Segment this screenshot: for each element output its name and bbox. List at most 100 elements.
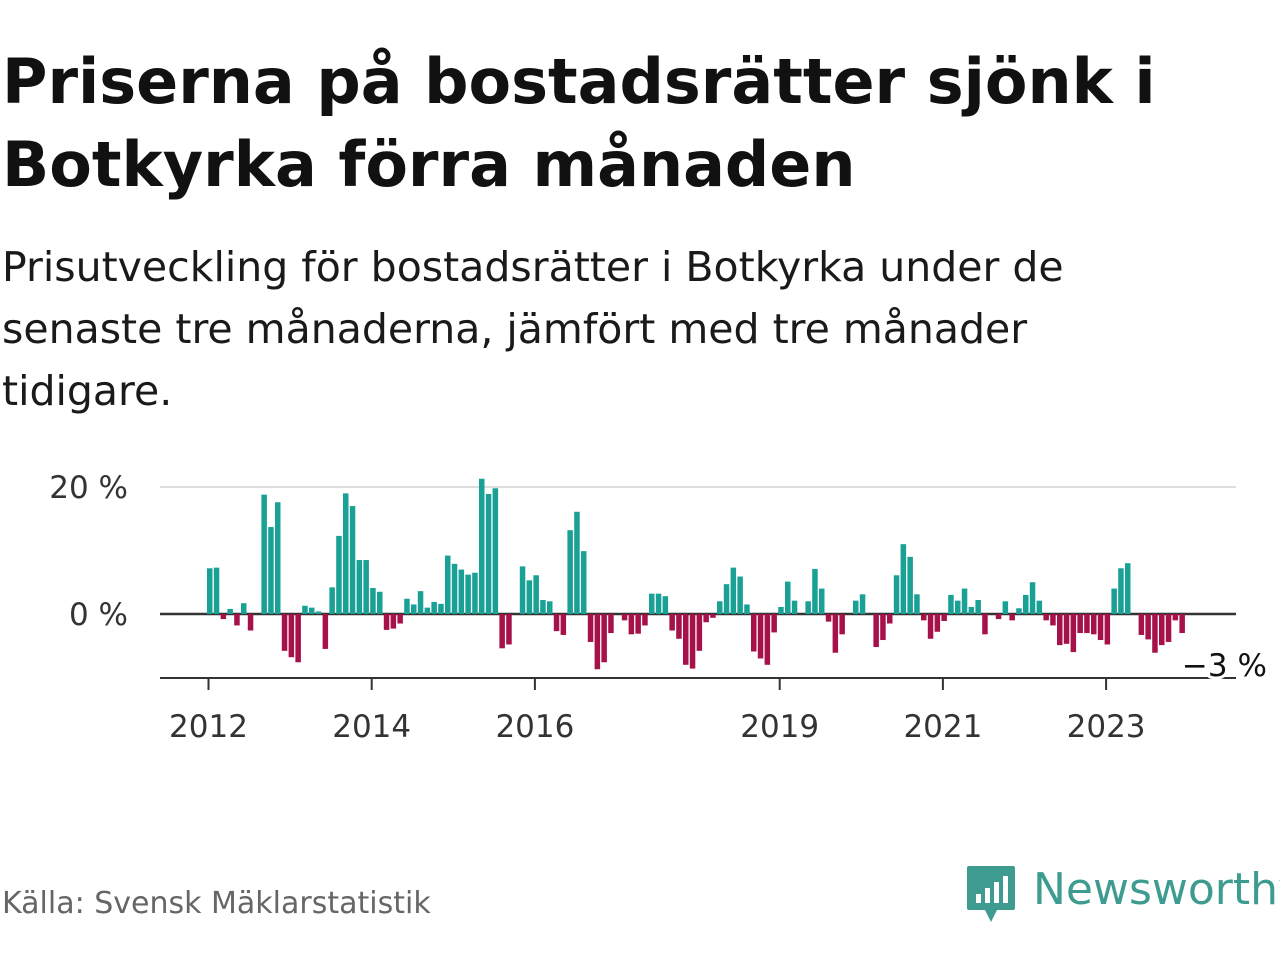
bar-positive xyxy=(1111,588,1117,614)
bar-negative xyxy=(281,614,288,651)
bar-positive xyxy=(1118,568,1124,614)
bar-negative xyxy=(1159,614,1165,646)
bar-positive xyxy=(315,611,322,614)
bar-positive xyxy=(778,607,784,614)
bar-positive xyxy=(417,591,424,614)
bar-positive xyxy=(914,594,920,614)
bar-positive xyxy=(1002,601,1009,614)
bar-positive xyxy=(458,569,465,614)
bar-negative xyxy=(621,614,628,621)
bar-negative xyxy=(669,614,675,631)
bar-positive xyxy=(547,601,553,614)
bar-negative xyxy=(1009,614,1015,621)
grid-layer xyxy=(160,486,1236,616)
bar-positive xyxy=(519,566,526,615)
bar-negative xyxy=(982,614,988,635)
bar-negative xyxy=(1104,614,1111,645)
bar-negative xyxy=(676,614,682,639)
bar-negative xyxy=(825,614,832,622)
bar-positive xyxy=(785,581,791,614)
bar-positive xyxy=(492,488,499,614)
bar-positive xyxy=(213,567,220,614)
bar-negative xyxy=(839,614,845,635)
chart-title: Priserna på bostadsrätter sjönk i Botkyr… xyxy=(2,45,1156,201)
bar-negative xyxy=(506,614,512,645)
bar-positive xyxy=(424,607,431,614)
bar-negative xyxy=(397,614,403,624)
bar-positive xyxy=(1016,608,1022,614)
bar-positive xyxy=(853,600,859,614)
bar-positive xyxy=(968,607,975,614)
bar-positive xyxy=(567,530,573,614)
bar-negative xyxy=(764,614,771,665)
bar-positive xyxy=(227,608,233,614)
bar-negative xyxy=(390,614,397,629)
bar-negative xyxy=(295,614,301,663)
axis-layer xyxy=(160,677,1236,690)
bar-positive xyxy=(465,574,471,614)
bar-positive xyxy=(1029,582,1036,614)
bar-negative xyxy=(934,614,941,632)
x-tick-label: 2019 xyxy=(740,709,819,745)
y-tick-label: 20 % xyxy=(49,470,128,506)
bar-negative xyxy=(499,614,505,649)
bar-positive xyxy=(302,605,308,614)
bar-positive xyxy=(805,601,811,614)
bar-negative xyxy=(322,614,329,649)
bar-positive xyxy=(975,600,981,614)
x-tick-label: 2016 xyxy=(495,709,574,745)
bar-positive xyxy=(893,575,900,614)
bar-positive xyxy=(1023,594,1029,614)
bar-negative xyxy=(1077,614,1083,634)
bar-negative xyxy=(941,614,947,621)
bar-negative xyxy=(1091,614,1097,635)
bar-negative xyxy=(383,614,390,630)
bar-negative xyxy=(1138,614,1145,635)
bar-negative xyxy=(751,614,757,652)
newsworthy-logo-icon xyxy=(967,866,1015,922)
bar-positive xyxy=(472,572,478,614)
bar-negative xyxy=(689,614,696,669)
bar-negative xyxy=(553,614,560,632)
bar-positive xyxy=(485,493,492,614)
bar-positive xyxy=(791,600,798,614)
x-tick-label: 2014 xyxy=(332,709,411,745)
bars-layer xyxy=(207,478,1185,670)
bar-positive xyxy=(329,587,335,614)
bar-positive xyxy=(241,603,247,614)
bar-negative xyxy=(887,614,893,624)
bar-positive xyxy=(309,607,315,614)
bar-negative xyxy=(608,614,614,634)
bar-negative xyxy=(771,614,777,633)
bar-negative xyxy=(560,614,567,635)
bar-positive xyxy=(356,560,363,614)
bar-positive xyxy=(649,593,655,614)
x-tick-label: 2012 xyxy=(169,709,248,745)
bar-positive xyxy=(948,594,954,614)
bar-negative xyxy=(234,614,240,626)
bar-negative xyxy=(594,614,601,670)
bar-positive xyxy=(533,575,539,614)
bar-positive xyxy=(261,494,267,614)
bar-negative xyxy=(1172,614,1179,621)
brand-name: Newsworthy xyxy=(1033,864,1280,915)
chart-subtitle: Prisutveckling för bostadsrätter i Botky… xyxy=(2,243,1064,415)
bar-positive xyxy=(1036,600,1043,614)
bar-positive xyxy=(445,555,451,614)
bar-positive xyxy=(819,588,825,614)
bar-positive xyxy=(859,594,866,614)
bar-positive xyxy=(1125,563,1131,614)
bar-negative xyxy=(1097,614,1104,641)
label-layer: 0 %20 %2012 2014 2016 2019 2021 2023−3 %−3 % xyxy=(49,470,1270,745)
bar-positive xyxy=(343,493,349,614)
x-tick-label: 2021 xyxy=(903,709,982,745)
bar-positive xyxy=(662,596,669,614)
last-value-halo: −3 % xyxy=(1182,648,1267,684)
bar-positive xyxy=(377,591,383,614)
bar-positive xyxy=(431,601,437,614)
source-note: Källa: Svensk Mäklarstatistik xyxy=(2,886,431,921)
bar-positive xyxy=(404,598,410,614)
bar-positive xyxy=(363,560,369,614)
bar-negative xyxy=(1063,614,1070,644)
bar-positive xyxy=(730,567,737,614)
